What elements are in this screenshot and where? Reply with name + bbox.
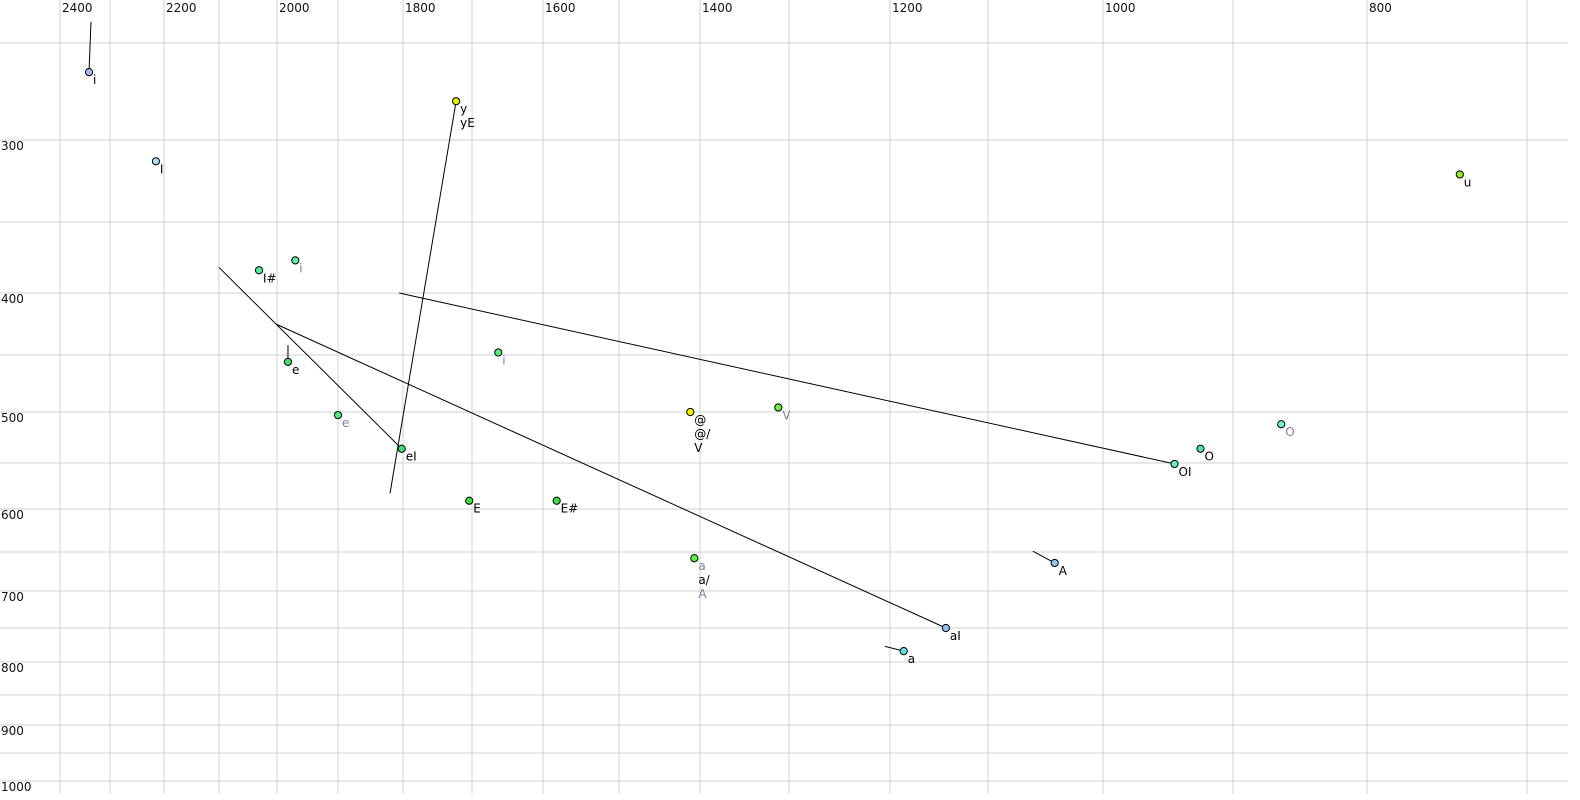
tick-labels: 2400 2200 2000 1800 1600 1400 1200 1000 800 300 40… bbox=[1, 1, 1392, 794]
x-tick-label: 1000 bbox=[1105, 1, 1136, 15]
data-point bbox=[397, 444, 406, 453]
trajectory-line bbox=[88, 21, 92, 73]
x-tick-label: 800 bbox=[1369, 1, 1392, 15]
data-point bbox=[84, 68, 94, 77]
data-point bbox=[1170, 459, 1179, 469]
data-point bbox=[465, 496, 474, 505]
data-point bbox=[1196, 444, 1205, 453]
data-point bbox=[1277, 420, 1286, 429]
point-label: OI bbox=[1179, 465, 1192, 479]
point-label: u bbox=[1464, 175, 1472, 189]
data-point bbox=[941, 623, 950, 633]
point-label: A bbox=[698, 587, 707, 601]
y-tick-label: 1000 bbox=[1, 780, 32, 794]
point-label: yE bbox=[460, 116, 475, 130]
point-label: y bbox=[460, 102, 467, 116]
point-label: e bbox=[342, 416, 349, 430]
trajectory-line bbox=[398, 292, 1175, 465]
point-label: aI bbox=[950, 629, 961, 643]
y-tick-label: 400 bbox=[1, 292, 24, 306]
data-point bbox=[333, 410, 343, 420]
x-tick-label: 1800 bbox=[405, 1, 436, 15]
data-point bbox=[690, 554, 699, 563]
data-point bbox=[1455, 170, 1464, 179]
point-label: i bbox=[93, 73, 96, 87]
data-point bbox=[899, 647, 908, 656]
data-point bbox=[291, 256, 300, 265]
point-label: E# bbox=[561, 502, 579, 516]
data-point bbox=[452, 97, 461, 106]
y-tick-label: 900 bbox=[1, 724, 24, 738]
data-point bbox=[1050, 558, 1059, 568]
point-label: E bbox=[473, 502, 481, 516]
point-label: A bbox=[1059, 564, 1068, 578]
trajectory-line bbox=[218, 267, 403, 450]
data-point bbox=[254, 266, 264, 275]
point-label: i bbox=[299, 261, 302, 275]
x-tick-label: 1400 bbox=[702, 1, 733, 15]
point-label: @ bbox=[694, 413, 706, 427]
trajectory-line bbox=[1032, 550, 1055, 564]
y-tick-label: 700 bbox=[1, 590, 24, 604]
point-label: a bbox=[698, 559, 705, 573]
trajectory-line bbox=[389, 101, 457, 494]
y-tick-label: 800 bbox=[1, 661, 24, 675]
data-point bbox=[552, 496, 561, 505]
data-point bbox=[151, 157, 160, 166]
trajectories bbox=[88, 21, 1175, 652]
y-tick-label: 500 bbox=[1, 411, 24, 425]
point-label: @/ bbox=[694, 427, 711, 441]
x-tick-label: 1200 bbox=[892, 1, 923, 15]
x-tick-label: 2400 bbox=[62, 1, 93, 15]
point-label: O bbox=[1205, 450, 1214, 464]
x-tick-label: 2200 bbox=[166, 1, 197, 15]
point-label: I bbox=[160, 162, 164, 176]
point-label: a bbox=[908, 652, 915, 666]
trajectory-line bbox=[275, 323, 947, 629]
point-label: eI bbox=[406, 450, 417, 464]
point-label: V bbox=[782, 408, 791, 422]
point-label: O bbox=[1285, 425, 1294, 439]
point-label: e bbox=[292, 363, 299, 377]
data-point bbox=[774, 403, 783, 412]
x-tick-label: 1600 bbox=[545, 1, 576, 15]
data-point bbox=[283, 357, 293, 366]
y-tick-label: 600 bbox=[1, 508, 24, 522]
y-tick-label: 300 bbox=[1, 139, 24, 153]
data-point bbox=[686, 407, 695, 417]
point-label: a/ bbox=[698, 573, 710, 587]
point-label: I# bbox=[263, 271, 277, 285]
data-point bbox=[494, 348, 503, 357]
point-label: V bbox=[694, 441, 703, 455]
point-label: i bbox=[502, 354, 505, 368]
x-tick-label: 2000 bbox=[279, 1, 310, 15]
